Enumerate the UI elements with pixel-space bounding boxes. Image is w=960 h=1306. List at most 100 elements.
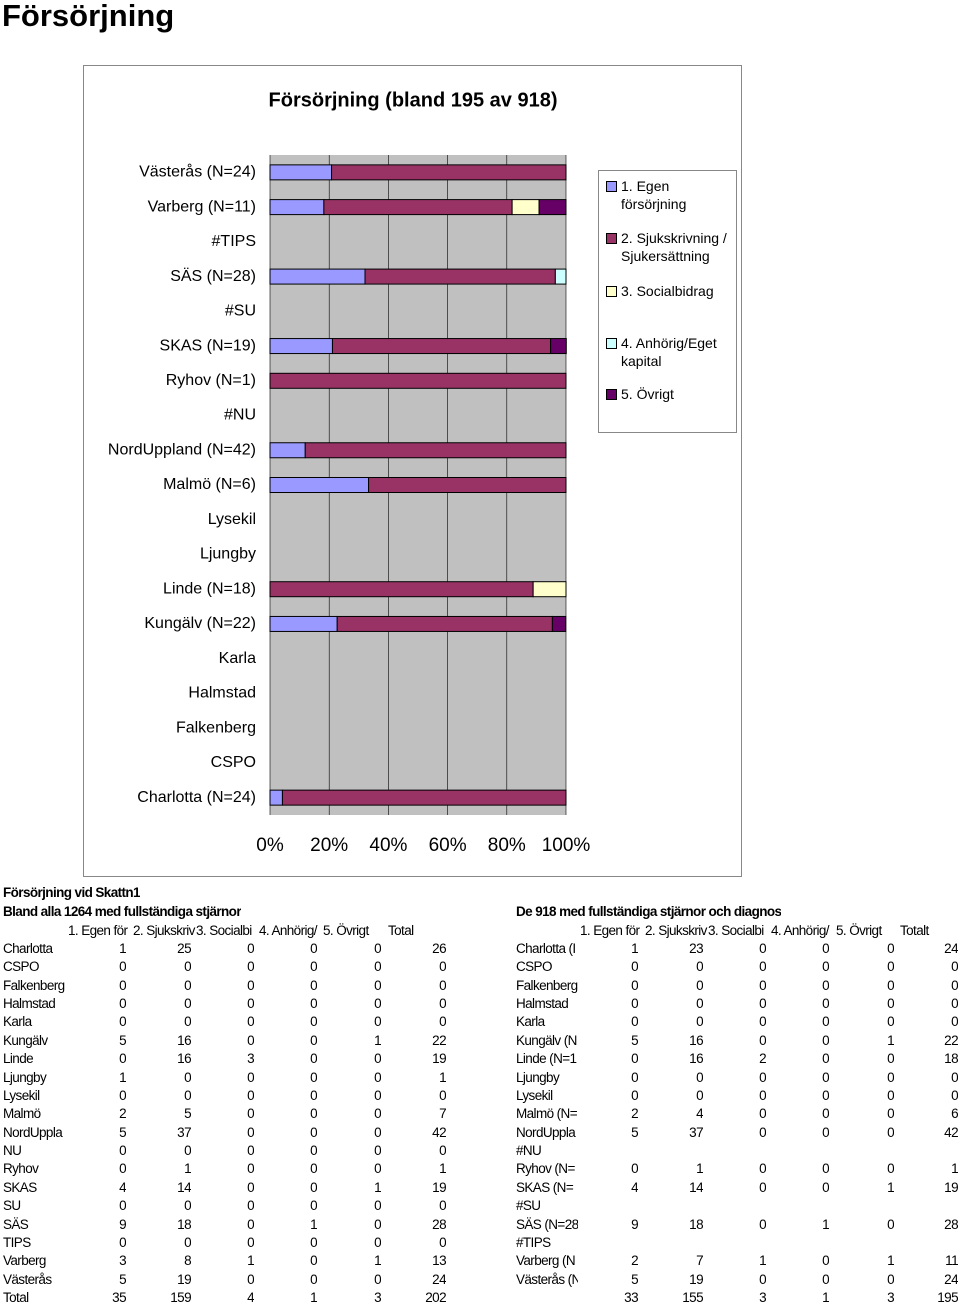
x-tick-label: 40% bbox=[369, 835, 407, 856]
cell-value: 0 bbox=[822, 959, 829, 975]
cell-value: 0 bbox=[374, 1087, 381, 1103]
cell-value: 0 bbox=[439, 996, 446, 1012]
cell-value: 0 bbox=[822, 1032, 829, 1048]
cell-value: 0 bbox=[822, 1106, 829, 1122]
y-tick-label: #TIPS bbox=[212, 233, 256, 250]
row-label: TIPS bbox=[3, 1234, 31, 1250]
cell-value: 1 bbox=[439, 1161, 446, 1177]
cell-value: 1 bbox=[310, 1290, 317, 1306]
row-label: NU bbox=[3, 1143, 22, 1159]
cell-value: 0 bbox=[951, 1087, 958, 1103]
cell-value: 0 bbox=[119, 1161, 126, 1177]
cell-value: 19 bbox=[944, 1179, 958, 1195]
row-label: CSPO bbox=[516, 959, 552, 975]
cell-value: 0 bbox=[310, 1106, 317, 1122]
cell-value: 0 bbox=[759, 1216, 766, 1232]
cell-value: 0 bbox=[696, 996, 703, 1012]
cell-value: 1 bbox=[119, 1069, 126, 1085]
bar-segment bbox=[551, 615, 567, 632]
legend-swatch bbox=[606, 181, 617, 192]
cell-value: 0 bbox=[310, 941, 317, 956]
bar-segment bbox=[331, 338, 552, 355]
y-tick-label: Lysekil bbox=[208, 511, 256, 528]
row-label: Halmstad bbox=[3, 996, 56, 1012]
row-label: SÄS (N=28 bbox=[516, 1216, 578, 1232]
chart: Försörjning (bland 195 av 918) 0% 20% 40% 6… bbox=[83, 65, 742, 877]
y-tick-label: NordUppland (N=42) bbox=[108, 441, 256, 458]
bar-segment bbox=[550, 338, 567, 355]
row-label: Halmstad bbox=[516, 996, 569, 1012]
cell-value: 1 bbox=[951, 1161, 958, 1177]
cell-value: 24 bbox=[944, 1271, 958, 1287]
row-label: Ljungby bbox=[516, 1069, 560, 1085]
cell-value: 42 bbox=[432, 1124, 446, 1140]
cell-value: 0 bbox=[696, 977, 703, 993]
cell-value: 0 bbox=[631, 1087, 638, 1103]
cell-value: 0 bbox=[119, 1051, 126, 1067]
row-label: Falkenberg bbox=[516, 977, 578, 993]
cell-value: 0 bbox=[822, 1051, 829, 1067]
x-tick-label: 0% bbox=[256, 835, 284, 856]
cell-value: 0 bbox=[119, 1014, 126, 1030]
legend-box bbox=[598, 170, 737, 433]
cell-value: 0 bbox=[184, 1069, 191, 1085]
row-label: Malmö (N= bbox=[516, 1106, 578, 1122]
cell-value: 0 bbox=[759, 941, 766, 956]
row-label: Linde (N=1 bbox=[516, 1051, 577, 1067]
cell-value: 0 bbox=[631, 977, 638, 993]
cell-value: 0 bbox=[887, 996, 894, 1012]
cell-value: 0 bbox=[439, 977, 446, 993]
bar-segment bbox=[511, 199, 540, 216]
cell-value: 1 bbox=[822, 1216, 829, 1232]
cell-value: 2 bbox=[631, 1106, 638, 1122]
cell-value: 0 bbox=[374, 1161, 381, 1177]
cell-value: 0 bbox=[184, 1014, 191, 1030]
cell-value: 0 bbox=[184, 1198, 191, 1214]
cell-value: 5 bbox=[631, 1124, 638, 1140]
x-tick-label: 80% bbox=[488, 835, 526, 856]
cell-value: 0 bbox=[374, 1143, 381, 1159]
cell-value: 37 bbox=[689, 1124, 703, 1140]
cell-value: 2 bbox=[759, 1051, 766, 1067]
bar-segment bbox=[538, 199, 567, 216]
cell-value: 0 bbox=[184, 996, 191, 1012]
cell-value: 0 bbox=[310, 1032, 317, 1048]
row-label: NordUppla bbox=[3, 1124, 63, 1140]
column-header: 1. Egen för bbox=[68, 923, 128, 938]
cell-value: 0 bbox=[310, 1234, 317, 1250]
cell-value: 0 bbox=[374, 1069, 381, 1085]
column-header: 5. Övrigt bbox=[323, 923, 369, 938]
cell-value: 0 bbox=[184, 1143, 191, 1159]
cell-value: 0 bbox=[822, 1161, 829, 1177]
cell-value: 6 bbox=[951, 1106, 958, 1122]
cell-value: 0 bbox=[310, 1051, 317, 1067]
cell-value: 0 bbox=[247, 996, 254, 1012]
column-header: 2. Sjukskriv bbox=[645, 923, 707, 938]
cell-value: 16 bbox=[177, 1051, 191, 1067]
cell-value: 0 bbox=[759, 1087, 766, 1103]
cell-value: 0 bbox=[310, 1069, 317, 1085]
cell-value: 0 bbox=[310, 1161, 317, 1177]
cell-value: 0 bbox=[887, 1087, 894, 1103]
cell-value: 42 bbox=[944, 1124, 958, 1140]
cell-value: 0 bbox=[822, 996, 829, 1012]
cell-value: 0 bbox=[759, 1179, 766, 1195]
cell-value: 0 bbox=[951, 959, 958, 975]
cell-value: 0 bbox=[310, 977, 317, 993]
cell-value: 0 bbox=[439, 1234, 446, 1250]
cell-value: 0 bbox=[822, 1069, 829, 1085]
cell-value: 24 bbox=[944, 941, 958, 956]
cell-value: 0 bbox=[119, 1234, 126, 1250]
x-tick-label: 60% bbox=[429, 835, 467, 856]
cell-value: 5 bbox=[119, 1032, 126, 1048]
cell-value: 0 bbox=[247, 1106, 254, 1122]
cell-value: 0 bbox=[310, 959, 317, 975]
table-title: De 918 med fullständiga stjärnor och dia… bbox=[516, 904, 782, 919]
cell-value: 0 bbox=[247, 941, 254, 956]
cell-value: 1 bbox=[822, 1290, 829, 1306]
row-label: Ryhov bbox=[3, 1161, 39, 1177]
cell-value: 1 bbox=[631, 941, 638, 956]
y-tick-label: Falkenberg bbox=[176, 719, 256, 736]
row-label: Lysekil bbox=[516, 1087, 553, 1103]
row-label: Västerås (N bbox=[516, 1271, 578, 1287]
